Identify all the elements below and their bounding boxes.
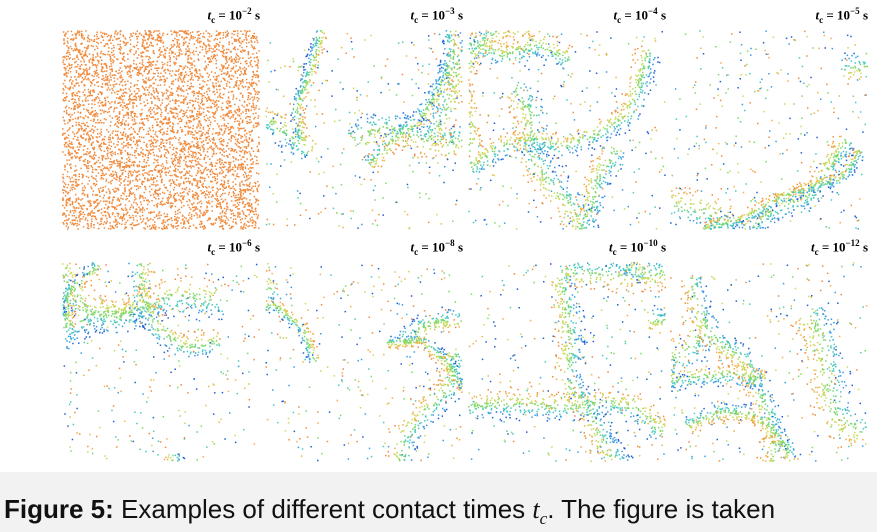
caption-text: Examples of different contact times (121, 494, 526, 524)
particles (62, 263, 249, 462)
subscript: c (414, 14, 419, 25)
subscript: c (819, 14, 824, 25)
unit: s (457, 7, 463, 23)
particles (63, 263, 258, 460)
particles (63, 263, 255, 449)
variable: t (613, 7, 618, 23)
particles (468, 30, 665, 230)
particles (671, 264, 867, 460)
exponent: −12 (845, 238, 860, 248)
particles (265, 266, 463, 462)
particles (468, 262, 666, 462)
equals: = 10 (624, 7, 649, 23)
particles (468, 264, 666, 458)
particles (468, 262, 666, 462)
panels (62, 30, 868, 462)
particles (266, 263, 463, 460)
figure: tc = 10−2 s tc = 10−3 s tc = 10−4 s tc = 10… (0, 0, 877, 472)
exponent: −2 (242, 6, 252, 16)
particles (670, 263, 858, 462)
particles (62, 30, 260, 230)
panel-title: tc = 10−12 s (718, 238, 868, 257)
panel-title: tc = 10−3 s (313, 6, 464, 25)
particles (468, 31, 656, 230)
equals: = 10 (218, 7, 243, 23)
caption-subscript: c (539, 509, 548, 529)
particles (471, 263, 661, 459)
panel-title: tc = 10−5 s (718, 6, 869, 25)
unit: s (254, 7, 260, 23)
caption-text: . The figure is taken (547, 494, 776, 524)
particles (269, 30, 463, 226)
particles (265, 266, 463, 461)
particles (62, 263, 250, 462)
particles (670, 262, 867, 462)
particles (671, 35, 862, 230)
particles (267, 274, 462, 461)
exponent: −10 (643, 238, 658, 248)
unit: s (660, 7, 666, 23)
unit: s (862, 239, 868, 255)
particles (671, 34, 862, 226)
particles (272, 34, 459, 229)
exponent: −6 (242, 238, 252, 248)
particles (671, 264, 867, 458)
particles (62, 262, 240, 461)
equals: = 10 (218, 239, 243, 255)
caption: Figure 5: Examples of different contact … (4, 494, 775, 529)
exponent: −4 (648, 6, 658, 16)
panel-title: tc = 10−6 s (110, 238, 261, 257)
subscript: c (211, 14, 216, 25)
variable: t (207, 239, 212, 255)
variable: t (609, 239, 613, 255)
exponent: −3 (445, 6, 455, 16)
variable: t (410, 239, 415, 255)
unit: s (862, 7, 868, 23)
particles (673, 30, 867, 230)
particles (63, 262, 260, 461)
variable: t (811, 239, 815, 255)
subscript: c (612, 246, 617, 257)
panel-title: tc = 10−8 s (313, 238, 464, 257)
particles (62, 263, 258, 461)
particles (675, 30, 866, 224)
unit: s (660, 239, 666, 255)
subscript: c (617, 14, 622, 25)
subscript: c (211, 246, 216, 257)
particles (487, 265, 666, 461)
equals: = 10 (421, 239, 446, 255)
panel-title: tc = 10−2 s (110, 6, 261, 25)
equals: = 10 (826, 7, 851, 23)
particles (671, 265, 866, 462)
equals: = 10 (421, 7, 446, 23)
panel-title: tc = 10−10 s (516, 238, 666, 257)
equals: = 10 (619, 239, 644, 255)
particles (265, 264, 461, 462)
variable: t (815, 7, 820, 23)
panel-title: tc = 10−4 s (516, 6, 667, 25)
subscript: c (414, 246, 419, 257)
exponent: −8 (445, 238, 455, 248)
variable: t (410, 7, 415, 23)
exponent: −5 (850, 6, 860, 16)
unit: s (254, 239, 260, 255)
caption-variable: t (532, 495, 540, 524)
particles (468, 262, 666, 462)
unit: s (457, 239, 463, 255)
variable: t (207, 7, 212, 23)
particles (265, 30, 463, 226)
equals: = 10 (821, 239, 846, 255)
particles (266, 270, 463, 457)
caption-label: Figure 5: (4, 494, 114, 524)
subscript: c (814, 246, 819, 257)
